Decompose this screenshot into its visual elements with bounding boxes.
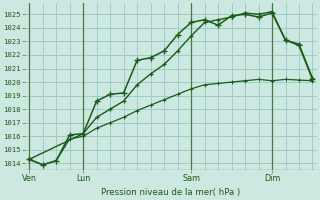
X-axis label: Pression niveau de la mer( hPa ): Pression niveau de la mer( hPa ) <box>101 188 240 197</box>
